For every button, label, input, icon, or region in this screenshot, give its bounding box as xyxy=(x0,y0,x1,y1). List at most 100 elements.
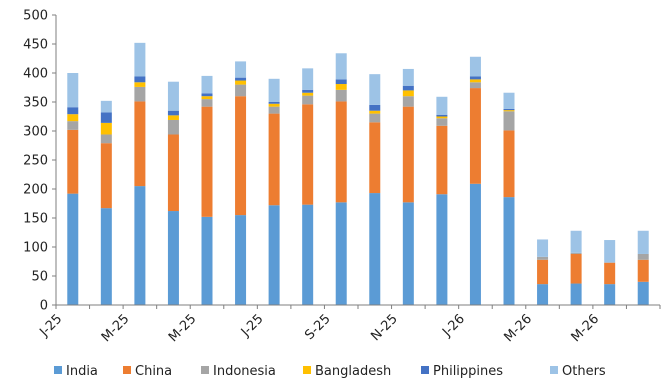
bar-philippines-8 xyxy=(335,79,347,85)
bar-india-1 xyxy=(100,208,112,305)
bar-bangladesh-1 xyxy=(100,122,112,135)
legend-item-others: Others xyxy=(550,364,606,379)
bar-india-4 xyxy=(201,216,213,305)
bar-others-4 xyxy=(201,75,213,94)
legend-swatch xyxy=(123,366,131,374)
bar-indonesia-8 xyxy=(335,89,347,102)
bar-china-7 xyxy=(302,104,314,205)
bar-stack-6 xyxy=(268,78,280,305)
bar-india-6 xyxy=(268,205,280,305)
x-tick-label: N-25 xyxy=(368,312,401,345)
bar-others-17 xyxy=(637,230,649,254)
legend-item-indonesia: Indonesia xyxy=(201,364,276,379)
bar-stack-14 xyxy=(537,239,549,305)
x-tick-label: M-25 xyxy=(166,312,200,346)
y-tick-label: 400 xyxy=(23,67,48,82)
bar-indonesia-11 xyxy=(436,118,448,126)
bar-others-11 xyxy=(436,96,448,115)
bar-philippines-11 xyxy=(436,114,448,117)
bar-india-5 xyxy=(235,215,247,305)
x-tick-label: J-26 xyxy=(439,312,468,341)
bar-china-2 xyxy=(134,101,146,187)
bar-china-5 xyxy=(235,96,247,216)
bar-stack-7 xyxy=(302,68,314,305)
bar-bangladesh-3 xyxy=(167,115,179,120)
bar-china-10 xyxy=(402,106,414,203)
bar-stack-4 xyxy=(201,75,213,305)
bar-stack-3 xyxy=(167,81,179,305)
legend-item-china: China xyxy=(123,364,172,379)
bar-china-4 xyxy=(201,106,213,217)
legend-label: Philippines xyxy=(433,364,503,379)
bar-stack-13 xyxy=(503,92,515,305)
y-tick-label: 250 xyxy=(23,154,48,169)
legend-label: Bangladesh xyxy=(315,364,391,379)
bar-india-7 xyxy=(302,204,314,305)
bar-china-6 xyxy=(268,113,280,206)
bar-bangladesh-11 xyxy=(436,116,448,119)
bar-stack-1 xyxy=(100,100,112,305)
y-tick-label: 50 xyxy=(31,270,48,285)
bar-bangladesh-0 xyxy=(67,114,79,122)
bar-stack-11 xyxy=(436,96,448,305)
x-tick-label: M-25 xyxy=(99,312,133,346)
bar-philippines-1 xyxy=(100,112,112,123)
bar-bangladesh-8 xyxy=(335,84,347,90)
bar-others-10 xyxy=(402,68,414,86)
bar-bangladesh-2 xyxy=(134,82,146,87)
bar-indonesia-9 xyxy=(369,113,381,123)
bar-philippines-6 xyxy=(268,102,280,104)
bar-bangladesh-9 xyxy=(369,110,381,114)
bar-indonesia-13 xyxy=(503,111,515,131)
bar-philippines-2 xyxy=(134,76,146,83)
bar-stack-16 xyxy=(604,240,616,305)
bar-others-2 xyxy=(134,42,146,77)
legend-item-philippines: Philippines xyxy=(421,364,503,379)
bar-others-1 xyxy=(100,100,112,113)
bar-indonesia-17 xyxy=(637,253,649,260)
legend-label: India xyxy=(66,364,98,379)
bar-philippines-12 xyxy=(469,76,481,80)
bar-stack-15 xyxy=(570,230,582,305)
axes-layer xyxy=(55,15,660,306)
y-tick-label: 100 xyxy=(23,241,48,256)
bar-others-14 xyxy=(537,239,549,257)
bar-philippines-9 xyxy=(369,104,381,111)
bar-china-15 xyxy=(570,253,582,284)
bar-china-17 xyxy=(637,259,649,282)
bar-stack-0 xyxy=(67,73,79,305)
bar-india-11 xyxy=(436,194,448,305)
bar-india-2 xyxy=(134,186,146,305)
y-tick-label: 150 xyxy=(23,212,48,227)
bar-others-6 xyxy=(268,78,280,102)
bar-indonesia-1 xyxy=(100,134,112,144)
bar-bangladesh-6 xyxy=(268,103,280,107)
bar-philippines-5 xyxy=(235,77,247,81)
bar-india-12 xyxy=(469,183,481,305)
bar-india-14 xyxy=(537,284,549,305)
bar-bangladesh-7 xyxy=(302,92,314,96)
bar-philippines-4 xyxy=(201,93,213,97)
bar-others-3 xyxy=(167,81,179,111)
bar-indonesia-0 xyxy=(67,121,79,130)
bar-stack-10 xyxy=(402,68,414,305)
bar-china-13 xyxy=(503,130,515,198)
bar-indonesia-2 xyxy=(134,86,146,102)
bar-others-8 xyxy=(335,53,347,80)
bar-others-9 xyxy=(369,74,381,105)
bar-indonesia-6 xyxy=(268,106,280,114)
bar-stack-2 xyxy=(134,42,146,305)
y-tick-label: 450 xyxy=(23,38,48,53)
bar-others-0 xyxy=(67,73,79,108)
bar-stack-17 xyxy=(637,230,649,305)
bar-others-12 xyxy=(469,56,481,77)
bar-china-12 xyxy=(469,88,481,184)
legend-swatch xyxy=(54,366,62,374)
legend-label: Others xyxy=(562,364,606,379)
bar-philippines-7 xyxy=(302,89,314,93)
bar-others-16 xyxy=(604,240,616,263)
bar-india-16 xyxy=(604,284,616,305)
bar-philippines-0 xyxy=(67,107,79,115)
y-tick-label: 200 xyxy=(23,183,48,198)
